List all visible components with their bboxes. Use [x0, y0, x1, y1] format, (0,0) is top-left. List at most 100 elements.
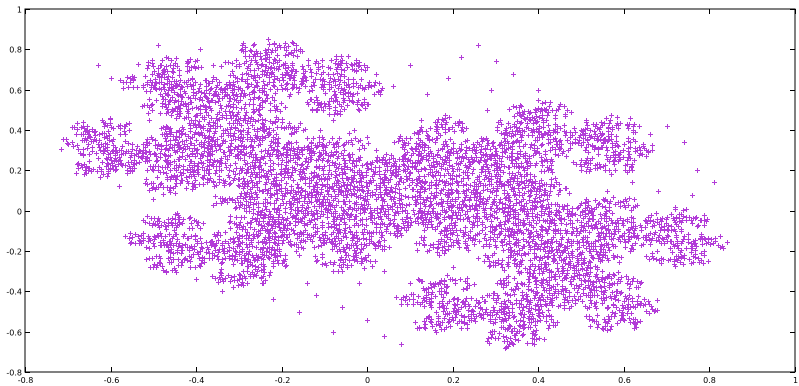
scatter-point	[339, 205, 344, 210]
scatter-point	[127, 128, 132, 133]
scatter-point	[161, 192, 166, 197]
scatter-point	[80, 138, 85, 143]
scatter-point	[470, 171, 475, 176]
scatter-point	[609, 132, 614, 137]
scatter-point	[166, 74, 171, 79]
scatter-point	[518, 318, 523, 323]
scatter-point	[108, 121, 113, 126]
scatter-point	[423, 326, 428, 331]
scatter-point	[538, 318, 543, 323]
scatter-point	[118, 132, 123, 137]
scatter-point	[473, 151, 478, 156]
scatter-point	[248, 144, 253, 149]
scatter-point	[542, 211, 547, 216]
scatter-point	[575, 290, 580, 295]
scatter-point	[414, 141, 419, 146]
scatter-point	[158, 111, 163, 116]
scatter-point	[389, 185, 394, 190]
scatter-point	[283, 41, 288, 46]
scatter-point	[506, 121, 511, 126]
scatter-point	[471, 220, 476, 225]
scatter-point	[338, 90, 343, 95]
scatter-point	[457, 173, 462, 178]
scatter-point	[404, 294, 409, 299]
scatter-point	[166, 93, 171, 98]
scatter-point	[247, 249, 252, 254]
scatter-point	[647, 311, 652, 316]
scatter-point	[679, 248, 684, 253]
scatter-point	[455, 167, 460, 172]
scatter-point	[228, 226, 233, 231]
scatter-point	[524, 160, 529, 165]
scatter-point	[422, 235, 427, 240]
scatter-point	[393, 190, 398, 195]
scatter-point	[609, 172, 614, 177]
scatter-point	[280, 241, 285, 246]
scatter-point	[61, 137, 66, 142]
scatter-point	[399, 302, 404, 307]
scatter-point	[669, 224, 674, 229]
scatter-point	[169, 113, 174, 118]
scatter-point	[147, 149, 152, 154]
scatter-point	[154, 98, 159, 103]
scatter-point	[385, 203, 390, 208]
scatter-point	[631, 276, 636, 281]
scatter-point	[524, 304, 529, 309]
scatter-point	[341, 262, 346, 267]
scatter-point	[163, 234, 168, 239]
scatter-point	[332, 89, 337, 94]
scatter-point	[268, 158, 273, 163]
scatter-point	[245, 167, 250, 172]
scatter-point	[387, 245, 392, 250]
scatter-point	[333, 105, 338, 110]
scatter-point	[342, 148, 347, 153]
scatter-point	[198, 82, 203, 87]
scatter-point	[388, 194, 393, 199]
scatter-point	[201, 176, 206, 181]
scatter-point	[389, 153, 394, 158]
scatter-point	[217, 174, 222, 179]
scatter-point	[565, 138, 570, 143]
scatter-point	[252, 42, 257, 47]
scatter-point	[614, 224, 619, 229]
scatter-point	[459, 326, 464, 331]
scatter-point	[604, 219, 609, 224]
scatter-point	[563, 133, 568, 138]
scatter-point	[193, 233, 198, 238]
scatter-point	[507, 107, 512, 112]
scatter-point	[567, 306, 572, 311]
scatter-point	[465, 216, 470, 221]
scatter-point	[627, 316, 632, 321]
scatter-point	[353, 136, 358, 141]
scatter-point	[296, 125, 301, 130]
scatter-point	[188, 259, 193, 264]
scatter-point	[249, 49, 254, 54]
scatter-point	[173, 191, 178, 196]
scatter-point	[358, 211, 363, 216]
scatter-point	[93, 133, 98, 138]
scatter-point	[488, 319, 493, 324]
scatter-point	[198, 264, 203, 269]
scatter-point	[595, 325, 600, 330]
scatter-point	[537, 258, 542, 263]
scatter-point	[458, 277, 463, 282]
scatter-point	[539, 204, 544, 209]
scatter-point	[510, 129, 515, 134]
scatter-point	[538, 199, 543, 204]
scatter-point	[223, 239, 228, 244]
scatter-point	[512, 114, 517, 119]
scatter-point	[234, 166, 239, 171]
scatter-point	[503, 202, 508, 207]
scatter-point	[188, 265, 193, 270]
scatter-point	[123, 132, 128, 137]
scatter-point	[544, 319, 549, 324]
scatter-point	[125, 75, 130, 80]
scatter-point	[85, 146, 90, 151]
scatter-point	[81, 153, 86, 158]
scatter-point	[359, 202, 364, 207]
scatter-point	[630, 296, 635, 301]
scatter-point	[150, 72, 155, 77]
scatter-point	[271, 83, 276, 88]
scatter-point	[482, 299, 487, 304]
scatter-point	[412, 131, 417, 136]
